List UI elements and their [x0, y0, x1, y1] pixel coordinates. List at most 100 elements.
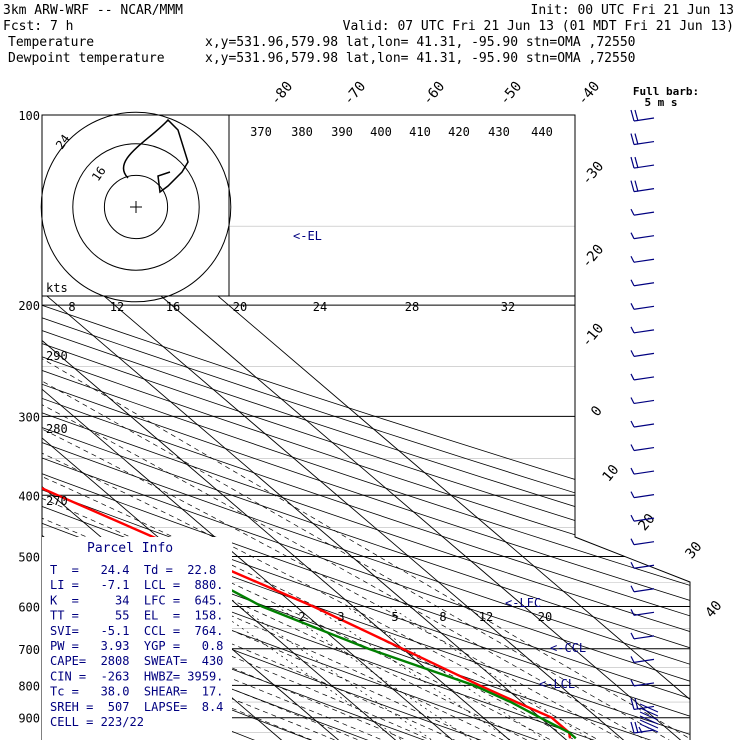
valid-label: Valid: 07 UTC Fri 21 Jun 13 (01 MDT Fri …	[343, 19, 734, 34]
forecast-hour-label: Fcst: 7 h	[3, 19, 73, 34]
isotherm-label: 40	[702, 598, 725, 621]
moist-adiabat	[42, 304, 522, 740]
moist-adiabat	[42, 304, 590, 740]
hodograph-ring	[40, 111, 232, 303]
isotherm-line	[42, 115, 591, 740]
wind-barb-flag	[630, 491, 635, 498]
pressure-tick-label: 200	[18, 299, 40, 313]
moist-adiabat	[42, 304, 659, 740]
wind-barb-flag	[630, 698, 635, 710]
wind-barb-flag	[630, 255, 635, 263]
hodograph-scale-label: 8	[68, 300, 75, 314]
wind-barb	[630, 467, 655, 475]
temperature-profile	[42, 115, 572, 739]
isotherm-line	[42, 115, 477, 740]
theta-side-label: 270	[46, 494, 68, 508]
dry-adiabat	[42, 115, 690, 740]
wind-barb-shaft	[633, 352, 655, 357]
wind-barb-shaft	[633, 446, 655, 452]
theta-label: 390	[331, 125, 353, 139]
hodograph: 24 16	[40, 111, 575, 303]
wind-barb	[630, 721, 655, 734]
wind-barb	[630, 585, 655, 593]
isotherm-line	[0, 115, 20, 740]
wind-barb-flag	[630, 609, 635, 616]
level-marker: <-LCL	[539, 677, 575, 691]
isotherm-label: 10	[599, 462, 622, 485]
wind-barb-shaft	[633, 635, 655, 640]
hodograph-ring-label: 24	[53, 132, 73, 152]
parcel-info-title: Parcel Info	[87, 541, 173, 556]
wind-barb	[630, 350, 655, 357]
mixing-ratio-label: 2	[298, 610, 305, 624]
parcel-info-panel: Parcel Info T = 24.4 Td = 22.8LI = -7.1 L…	[42, 537, 232, 740]
wind-barb-surface	[639, 707, 659, 717]
wind-barb-flag	[634, 721, 639, 734]
wind-barb-shaft	[633, 658, 655, 663]
dry-adiabat	[42, 115, 690, 740]
wind-barb-flag	[630, 156, 635, 169]
wind-barb-shaft	[633, 494, 655, 499]
parcel-panel-bg	[42, 537, 232, 740]
mixing-ratio-label: 20	[538, 610, 552, 624]
wind-barb-flag	[630, 420, 635, 428]
wind-barb-flag	[634, 133, 639, 145]
parcel-info-row: Tc = 38.0 SHEAR= 17.	[50, 685, 223, 699]
isotherm-label: -20	[579, 242, 608, 272]
mixing-ratio-line	[210, 606, 431, 740]
wind-barb	[630, 656, 655, 663]
wind-barb-flag	[630, 208, 635, 216]
wind-barb-flag	[630, 679, 635, 687]
model-label: 3km ARW-WRF -- NCAR/MMM	[3, 3, 183, 18]
wind-barb-flag	[630, 561, 635, 569]
wind-barb-shaft	[633, 517, 655, 522]
wind-barb-flag	[630, 467, 635, 475]
wind-barb-shaft	[633, 682, 655, 687]
dry-adiabat	[42, 115, 690, 740]
wind-barb-flag	[630, 133, 635, 145]
theta-label: 400	[370, 125, 392, 139]
dry-adiabat	[42, 115, 422, 740]
hodograph-scale-label: kts	[46, 281, 68, 295]
wind-barb-flag	[634, 109, 639, 122]
isotherm-label: -60	[420, 79, 449, 109]
wind-barb-shaft	[633, 423, 655, 428]
location-info-temp: x,y=531.96,579.98 lat,lon= 41.31, -95.90…	[205, 35, 635, 50]
wind-barb-flag	[630, 326, 635, 334]
wind-barb-shaft	[633, 564, 655, 569]
theta-label: 440	[531, 125, 553, 139]
hodograph-scale-label: 24	[313, 300, 327, 314]
wind-barb	[630, 538, 655, 546]
wind-barb-flag	[630, 279, 635, 287]
wind-barbs: Full barb:5 m s	[630, 85, 699, 734]
header: 3km ARW-WRF -- NCAR/MMM Init: 00 UTC Fri…	[3, 3, 734, 66]
theta-side-label: 280	[46, 422, 68, 436]
parcel-info-row: T = 24.4 Td = 22.8	[50, 563, 216, 577]
wind-barb-flag	[630, 721, 635, 734]
isotherm-label: -70	[341, 79, 370, 109]
parcel-info-row: CAPE= 2808 SWEAT= 430	[50, 654, 223, 668]
wind-barb	[630, 180, 655, 193]
plot-border	[42, 114, 691, 740]
wind-barb-surface	[639, 715, 659, 725]
theta-label: 380	[291, 125, 313, 139]
pressure-tick-label: 100	[18, 109, 40, 123]
wind-barb	[630, 609, 655, 616]
isotherm-label: -40	[575, 79, 604, 109]
wind-barb-shaft	[633, 541, 655, 546]
isotherm-label: -80	[268, 79, 297, 109]
wind-barb-flag	[630, 109, 635, 122]
level-marker: <-CCL	[550, 641, 586, 655]
wind-barb-surface	[639, 703, 659, 713]
parcel-info-row: LI = -7.1 LCL = 880.	[50, 578, 223, 592]
theta-label: 420	[448, 125, 470, 139]
wind-barb	[630, 698, 655, 711]
wind-barb-shaft	[633, 258, 655, 263]
wind-barb-flag	[634, 698, 639, 710]
wind-barb-surface	[639, 711, 659, 721]
isotherm-label: -10	[579, 321, 608, 351]
wind-barb-shaft	[633, 305, 655, 310]
wind-barb	[630, 679, 655, 687]
wind-barb-shaft	[633, 470, 655, 475]
wind-barb-flag	[630, 538, 635, 545]
